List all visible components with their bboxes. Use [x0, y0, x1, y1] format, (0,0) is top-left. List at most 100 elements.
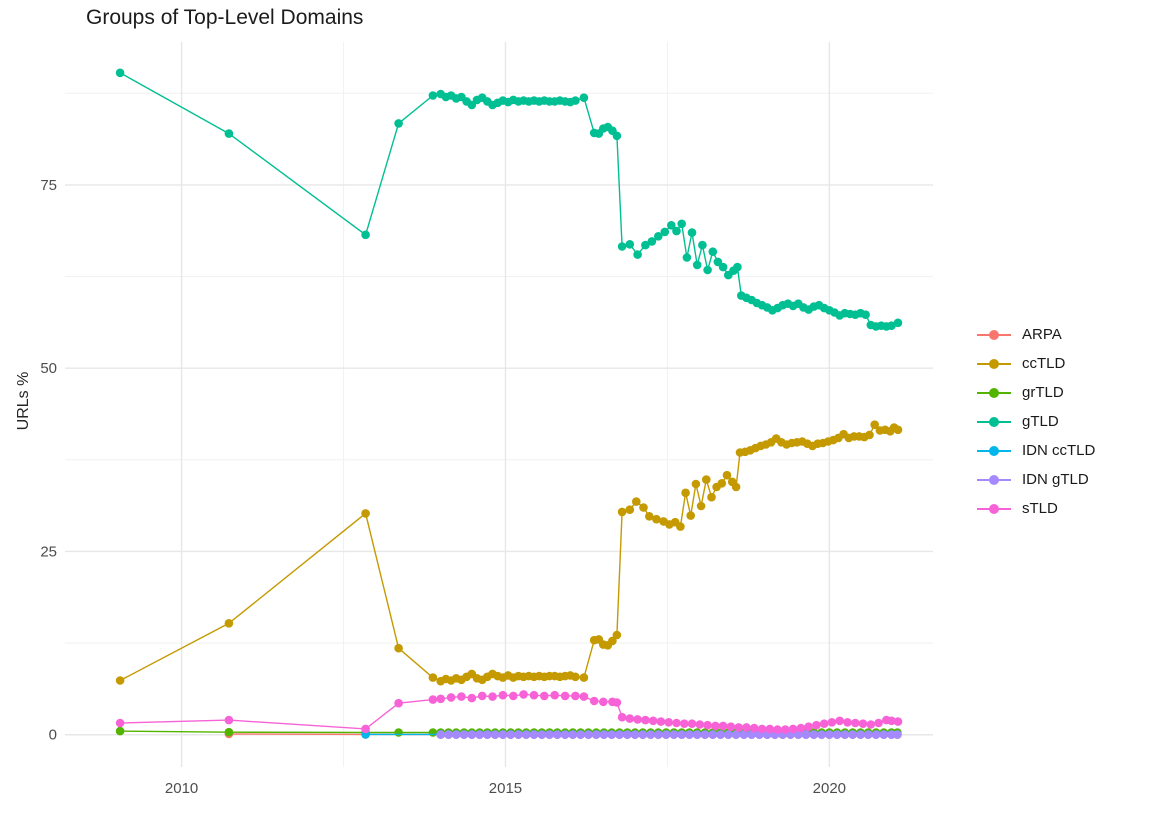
data-point-stld — [550, 690, 559, 700]
legend-key-icon — [977, 445, 1011, 457]
data-point-gtld — [698, 240, 707, 250]
data-point-stld — [687, 719, 697, 728]
data-point-cctld — [707, 492, 716, 502]
legend-item-idn-gtld: IDN gTLD — [977, 465, 1095, 494]
data-point-stld — [796, 723, 806, 733]
legend: ARPA ccTLD grTLD gTLD IDN ccTLD IDN gTLD sTLD — [977, 320, 1095, 523]
y-tick-label: 50 — [40, 360, 57, 377]
data-point-stld — [781, 725, 790, 734]
data-point-idn-gtld — [490, 730, 500, 739]
data-point-idn-gtld — [630, 730, 640, 739]
data-point-stld — [625, 714, 635, 723]
data-point-idn-gtld — [677, 730, 686, 739]
data-point-stld — [858, 719, 868, 728]
legend-key-icon — [977, 503, 1011, 515]
data-point-stld — [874, 718, 883, 728]
data-point-idn-gtld — [809, 730, 819, 739]
legend-label: sTLD — [1022, 500, 1058, 517]
data-point-idn-gtld — [483, 730, 492, 739]
data-point-idn-gtld — [700, 730, 710, 739]
data-point-idn-gtld — [692, 730, 702, 739]
chart-title: Groups of Top-Level Domains — [86, 6, 364, 29]
data-point-idn-gtld — [498, 730, 508, 739]
data-point-cctld — [717, 479, 727, 488]
data-point-idn-gtld — [747, 730, 756, 739]
data-point-stld — [519, 690, 528, 699]
data-point-cctld — [625, 505, 635, 514]
data-point-stld — [498, 690, 508, 700]
data-point-idn-gtld — [669, 730, 679, 739]
data-point-stld — [711, 721, 720, 731]
data-point-cctld — [686, 511, 695, 520]
y-axis-title: URLs % — [15, 371, 32, 431]
data-point-idn-gtld — [436, 730, 446, 739]
data-point-stld — [467, 693, 477, 703]
data-point-idn-gtld — [893, 730, 902, 739]
data-point-idn-gtld — [615, 730, 624, 739]
data-point-stld — [835, 716, 844, 726]
data-point-gtld — [625, 240, 635, 249]
series-line-gtld — [119, 72, 899, 328]
legend-label: gTLD — [1022, 413, 1059, 430]
data-point-cctld — [702, 475, 711, 484]
series-line-stld — [120, 693, 899, 731]
legend-item-cctld: ccTLD — [977, 349, 1095, 378]
legend-key-dot — [989, 445, 999, 456]
data-point-cctld — [681, 488, 690, 498]
legend-item-idn-cctld: IDN ccTLD — [977, 436, 1095, 465]
data-point-idn-gtld — [599, 730, 609, 739]
data-point-gtld — [612, 131, 622, 141]
data-point-gtld — [115, 68, 125, 78]
data-point-cctld — [224, 619, 234, 628]
legend-key-dot — [989, 416, 999, 427]
data-point-idn-gtld — [739, 730, 749, 739]
data-point-stld — [893, 717, 903, 726]
data-point-gtld — [713, 257, 723, 267]
data-point-idn-gtld — [451, 730, 461, 739]
data-point-stld — [827, 718, 837, 727]
data-point-gtld — [654, 232, 663, 241]
data-point-idn-gtld — [685, 730, 694, 739]
data-point-grtld — [428, 728, 438, 737]
data-point-stld — [887, 716, 896, 726]
data-point-idn-gtld — [887, 730, 896, 739]
data-point-stld — [726, 722, 736, 731]
y-tick-label: 75 — [40, 177, 57, 194]
data-point-cctld — [632, 497, 641, 506]
data-point-stld — [788, 724, 798, 734]
data-point-gtld — [394, 119, 403, 128]
data-point-stld — [703, 720, 712, 730]
data-point-idn-gtld — [801, 730, 811, 739]
data-point-stld — [641, 715, 650, 725]
data-point-cctld — [865, 430, 874, 440]
data-point-stld — [664, 718, 673, 727]
data-point-stld — [457, 692, 466, 701]
data-point-idn-gtld — [716, 730, 725, 739]
data-point-idn-gtld — [607, 730, 616, 739]
data-point-gtld — [571, 96, 580, 105]
grid-major — [65, 42, 933, 767]
data-point-gtld — [682, 253, 692, 262]
data-point-stld — [843, 718, 852, 727]
data-point-idn-gtld — [459, 730, 469, 739]
data-point-cctld — [612, 630, 622, 640]
legend-item-arpa: ARPA — [977, 320, 1095, 349]
data-point-cctld — [115, 676, 125, 685]
data-point-stld — [579, 692, 589, 701]
data-point-idn-gtld — [576, 730, 585, 739]
data-point-stld — [361, 724, 370, 734]
series-points-gtld — [115, 68, 903, 331]
legend-item-gtld: gTLD — [977, 407, 1095, 436]
data-point-stld — [428, 695, 438, 704]
data-point-stld — [765, 724, 775, 734]
data-point-idn-gtld — [646, 730, 655, 739]
series-points-cctld — [115, 420, 903, 686]
data-point-gtld — [733, 262, 742, 272]
data-point-stld — [749, 723, 759, 733]
data-point-idn-gtld — [545, 730, 554, 739]
data-point-stld — [599, 697, 608, 707]
data-point-idn-gtld — [560, 730, 570, 739]
data-point-idn-gtld — [654, 730, 663, 739]
data-point-idn-gtld — [506, 730, 515, 739]
data-point-idn-gtld — [832, 730, 842, 739]
